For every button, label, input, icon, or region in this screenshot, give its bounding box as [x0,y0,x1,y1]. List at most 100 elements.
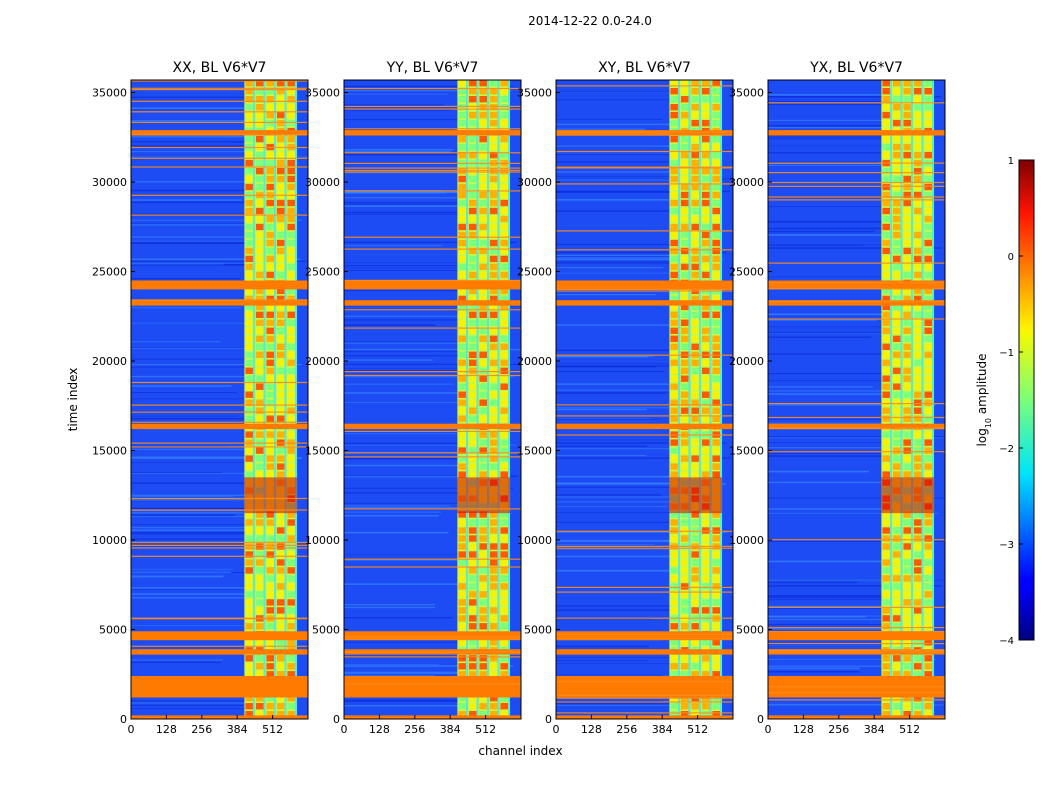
signal-cell [882,295,890,303]
signal-cell [924,703,932,710]
signal-cell [670,519,678,526]
signal-cell [287,551,295,558]
flag-line [131,547,308,549]
flag-line [768,428,945,430]
noise-stripe [344,104,444,106]
signal-cell [500,343,508,350]
signal-cell [882,271,890,279]
signal-cell [468,88,477,95]
signal-cell [245,327,253,334]
signal-cell [276,215,285,223]
flag-line [131,111,308,113]
flagged-row [556,300,733,306]
signal-cell [287,207,295,215]
signal-cell [458,303,466,311]
noise-stripe [344,367,494,369]
signal-cell [691,223,699,231]
signal-cell [266,247,274,255]
signal-cell [287,295,295,303]
noise-stripe [556,256,707,257]
noise-stripe [344,342,468,344]
signal-gap [263,80,266,719]
signal-cell [701,175,710,183]
signal-cell [680,88,689,95]
signal-cell [255,104,264,111]
signal-cell [255,663,264,670]
signal-gap [487,80,490,719]
noise-stripe [556,254,692,257]
signal-cell [458,567,466,574]
signal-cell [276,239,285,247]
noise-stripe [556,363,715,365]
signal-cell [903,383,911,390]
noise-stripe [344,350,508,352]
signal-cell [701,319,710,326]
signal-cell [255,655,264,662]
signal-cell [701,663,710,670]
noise-stripe [344,606,435,609]
signal-cell [892,151,901,159]
signal-cell [489,695,498,702]
signal-cell [500,591,508,598]
signal-cell [903,695,911,702]
heatmap-panel: YY, BL V6*V70 128 256 384 512050001000015000… [305,60,563,758]
x-tick-label: 512 [687,723,708,736]
noise-stripe [344,359,433,361]
signal-cell [903,615,911,622]
signal-cell [500,239,508,247]
signal-cell [712,135,720,143]
signal-cell [245,319,253,326]
signal-cell [691,151,699,159]
signal-cell [479,463,487,470]
signal-cell [680,463,689,470]
signal-cell [458,535,466,542]
flag-line [131,100,308,102]
signal-cell [701,711,710,718]
signal-cell [489,559,498,566]
noise-stripe [344,265,472,267]
signal-cell [892,175,901,183]
signal-cell [255,159,264,167]
signal-cell [680,303,689,311]
signal-cell [712,463,720,470]
y-tick-label: 0 [545,713,552,726]
y-tick-label: 35000 [729,87,764,100]
signal-cell [924,599,932,606]
signal-cell [489,175,498,183]
signal-cell [670,599,678,606]
signal-cell [255,319,264,326]
flagged-row [768,423,945,430]
signal-cell [691,80,699,87]
panel-frame [767,79,946,720]
signal-cell [489,247,498,255]
signal-cell [712,559,720,566]
noise-stripe [556,494,662,496]
signal-cell [892,527,901,534]
signal-cell [913,663,922,670]
signal-cell [712,583,720,590]
flag-line [344,651,521,653]
signal-cell [479,415,487,422]
signal-cell [489,383,498,390]
signal-cell [287,175,295,183]
signal-cell [892,311,901,318]
signal-cell [701,591,710,598]
signal-cell [468,199,477,207]
signal-cell [924,191,932,199]
signal-cell [691,247,699,255]
signal-cell [266,375,274,382]
signal-cell [458,399,466,406]
signal-cell [913,511,922,518]
noise-stripe [556,482,673,484]
signal-cell [266,303,274,311]
signal-cell [913,199,922,207]
noise-stripe [131,415,238,417]
signal-cell [701,575,710,582]
signal-cell [892,239,901,247]
signal-cell [712,599,720,606]
signal-cell [691,559,699,566]
signal-cell [276,431,285,438]
signal-cell [712,239,720,247]
signal-cell [882,623,890,630]
signal-cell [903,335,911,342]
